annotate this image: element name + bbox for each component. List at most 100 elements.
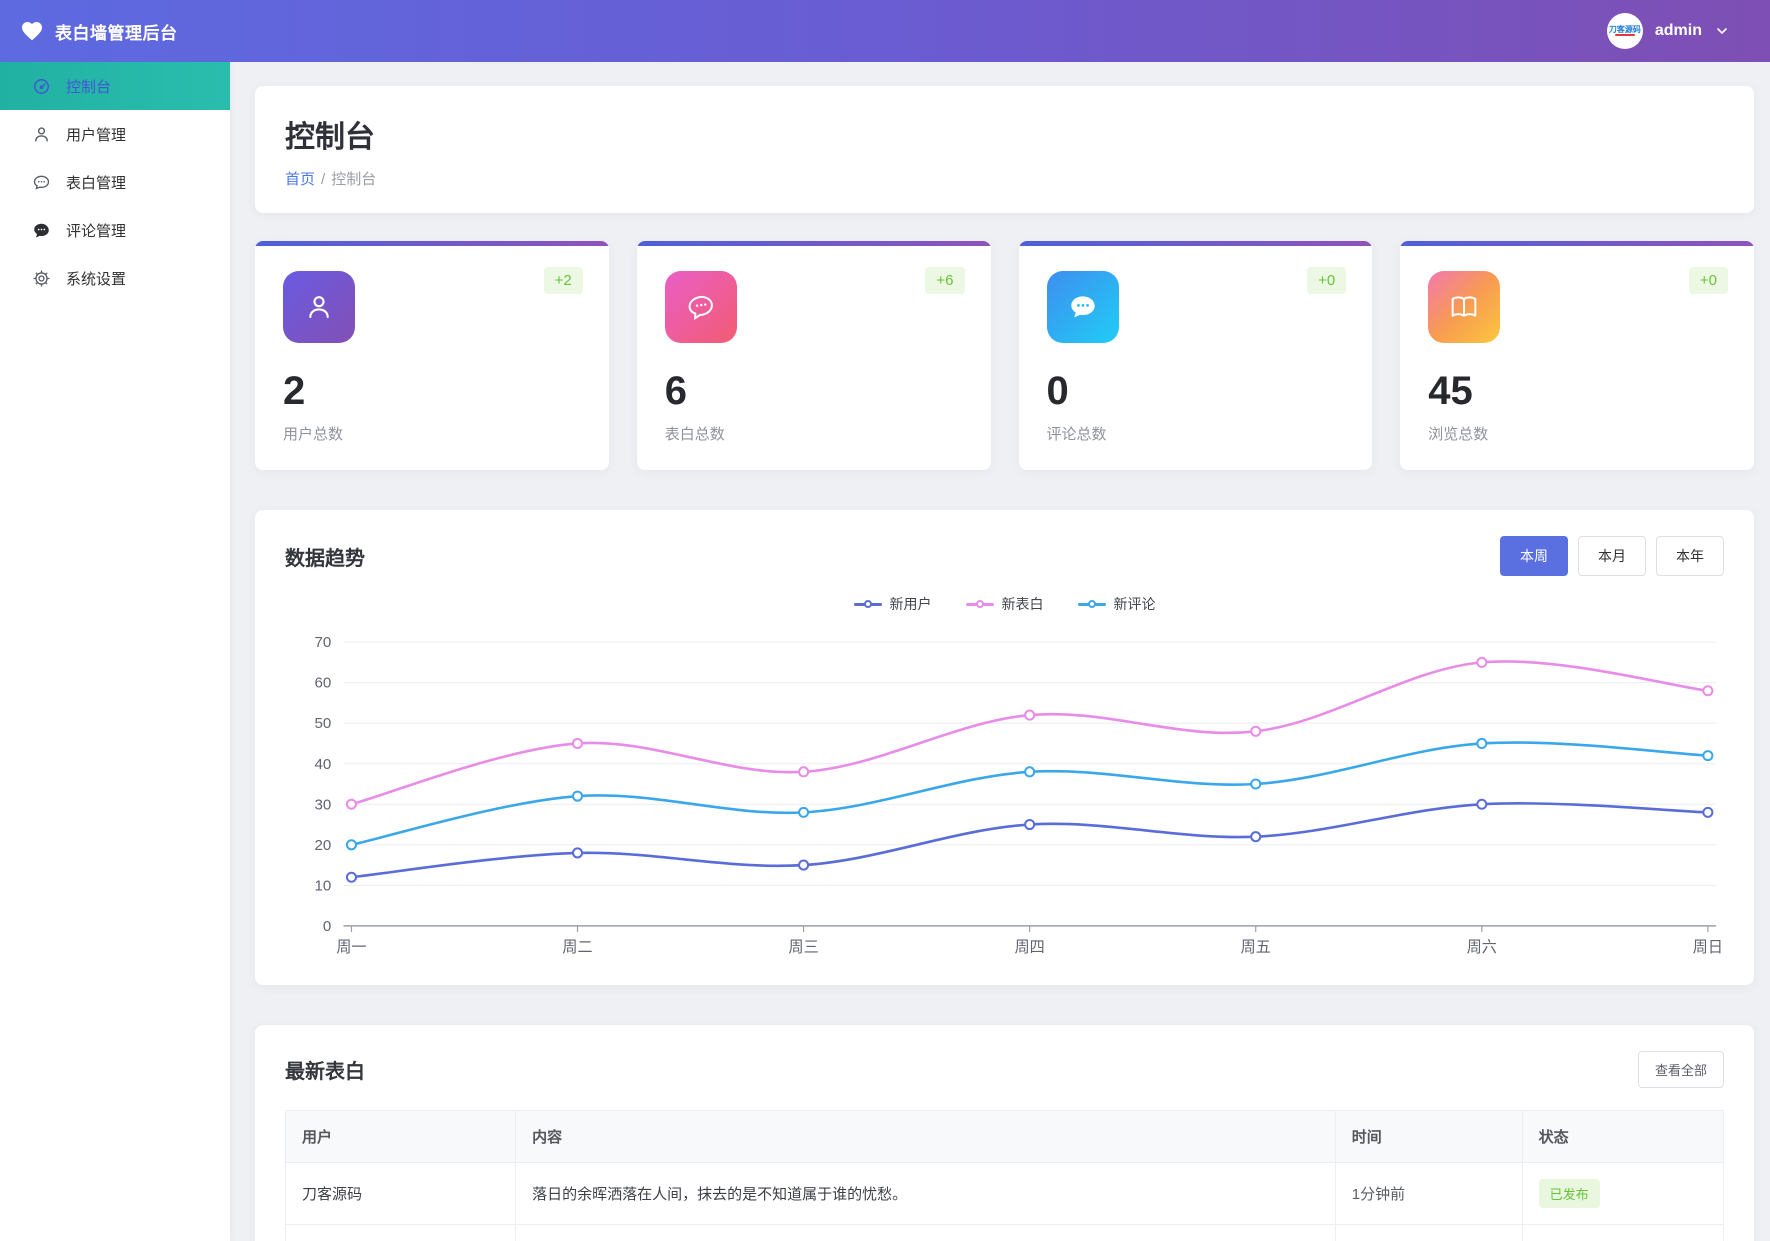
trend-line-chart: 0 10 20 30 40 50 60 70 周一 周二 周三 周四 周五 周六 周日 (315, 634, 1723, 956)
svg-text:周五: 周五 (1241, 939, 1271, 956)
svg-text:周三: 周三 (789, 939, 819, 956)
stat-card-views: +0 45 浏览总数 (1400, 241, 1754, 470)
stat-delta-badge: +0 (1688, 267, 1728, 294)
stat-label: 用户总数 (283, 426, 344, 443)
tab-this-year[interactable]: 本年 (1656, 536, 1724, 576)
heart-icon (22, 22, 42, 41)
settings-icon (32, 269, 51, 288)
stat-delta-badge: +0 (1307, 267, 1347, 294)
app-title: 表白墙管理后台 (55, 23, 178, 43)
svg-text:50: 50 (315, 715, 332, 732)
user-menu[interactable]: 刀客源码 admin (1606, 13, 1770, 49)
col-header-content: 内容 (515, 1110, 1336, 1164)
sidebar-item-dashboard[interactable]: 控制台 (0, 62, 230, 110)
stat-delta-badge: +6 (925, 267, 965, 294)
svg-text:70: 70 (315, 634, 332, 651)
sidebar-item-label: 系统设置 (66, 270, 127, 288)
legend-item-new-confessions[interactable]: 新表白 (965, 594, 1044, 614)
svg-text:周一: 周一 (336, 939, 366, 956)
view-all-button[interactable]: 查看全部 (1637, 1051, 1724, 1089)
legend-marker-icon (965, 600, 994, 608)
trend-card: 数据趋势 本周 本月 本年 新用户 新表白 新评论 0 10 20 30 40 50 60 7… (255, 510, 1754, 986)
status-cell: 已发布 (1521, 1162, 1725, 1226)
col-header-time: 时间 (1334, 1110, 1523, 1164)
col-header-user: 用户 (284, 1110, 517, 1164)
svg-text:周四: 周四 (1015, 939, 1045, 956)
legend-marker-icon (1077, 600, 1106, 608)
table-row: 刀客源码 落日的余晖洒落在人间，抹去的是不知道属于谁的忧愁。 1分钟前 已发布 (284, 1162, 1725, 1226)
content-cell: 万有引力可无法对坠入爱河的人负责。 (515, 1224, 1336, 1241)
stat-value: 0 (1046, 369, 1069, 413)
table-row: 刀客源码 万有引力可无法对坠入爱河的人负责。 4分钟前 已发布 (284, 1224, 1725, 1241)
chart-legend: 新用户 新表白 新评论 (285, 594, 1724, 614)
stat-delta-badge: +2 (543, 267, 583, 294)
tab-this-week[interactable]: 本周 (1500, 536, 1568, 576)
svg-text:60: 60 (315, 675, 332, 692)
avatar[interactable]: 刀客源码 (1606, 13, 1643, 49)
trend-title: 数据趋势 (285, 547, 365, 570)
sidebar-item-settings[interactable]: 系统设置 (0, 254, 230, 302)
dashboard-icon (32, 77, 51, 96)
svg-text:20: 20 (315, 837, 332, 854)
comment-stat-icon (1046, 271, 1119, 343)
status-badge: 已发布 (1538, 1179, 1600, 1209)
svg-text:周六: 周六 (1467, 939, 1497, 956)
stat-label: 浏览总数 (1428, 426, 1489, 443)
latest-confessions-card: 最新表白 查看全部 用户 内容 时间 状态 刀客源码 落日的余晖洒落在人间，抹去… (255, 1025, 1754, 1241)
table-title: 最新表白 (285, 1061, 365, 1084)
sidebar-item-users[interactable]: 用户管理 (0, 110, 230, 158)
svg-text:10: 10 (315, 877, 332, 894)
stat-value: 2 (283, 369, 306, 413)
svg-text:周日: 周日 (1693, 939, 1723, 956)
page-title: 控制台 (285, 121, 375, 154)
table-header-row: 用户 内容 时间 状态 (284, 1110, 1725, 1164)
stat-card-comments: +0 0 评论总数 (1018, 241, 1373, 470)
brand: 表白墙管理后台 (0, 19, 230, 44)
sidebar-item-label: 控制台 (66, 78, 112, 96)
tab-this-month[interactable]: 本月 (1578, 536, 1646, 576)
sidebar-item-comments[interactable]: 评论管理 (0, 206, 230, 254)
users-icon (32, 125, 51, 144)
trend-range-tabs: 本周 本月 本年 (1500, 536, 1724, 576)
col-header-status: 状态 (1521, 1110, 1725, 1164)
status-cell: 已发布 (1521, 1224, 1725, 1241)
heart-chat-icon (664, 271, 737, 343)
sidebar-item-confessions[interactable]: 表白管理 (0, 158, 230, 206)
svg-text:30: 30 (315, 796, 332, 813)
top-header: 表白墙管理后台 刀客源码 admin (0, 0, 1770, 62)
svg-text:40: 40 (315, 756, 332, 773)
stat-label: 表白总数 (664, 426, 725, 443)
chevron-down-icon (1717, 28, 1727, 34)
sidebar: 控制台 用户管理 表白管理 评论管理 (0, 62, 230, 1241)
user-cell: 刀客源码 (284, 1224, 517, 1241)
legend-marker-icon (853, 600, 882, 608)
stat-value: 6 (664, 369, 687, 413)
svg-text:周二: 周二 (562, 939, 592, 956)
page-header-card: 控制台 首页 / 控制台 (255, 86, 1754, 213)
sidebar-item-label: 表白管理 (66, 174, 127, 192)
sidebar-item-label: 评论管理 (66, 222, 127, 240)
stat-card-users: +2 2 用户总数 (255, 241, 609, 470)
comments-icon (32, 221, 51, 240)
content-cell: 落日的余晖洒落在人间，抹去的是不知道属于谁的忧愁。 (515, 1162, 1336, 1226)
sidebar-item-label: 用户管理 (66, 126, 127, 144)
user-cell: 刀客源码 (284, 1162, 517, 1226)
confession-icon (32, 173, 51, 192)
svg-text:0: 0 (323, 918, 331, 935)
legend-item-new-users[interactable]: 新用户 (853, 594, 932, 614)
time-cell: 1分钟前 (1334, 1162, 1523, 1226)
breadcrumb-current: 控制台 (331, 171, 377, 188)
stat-value: 45 (1428, 369, 1473, 413)
time-cell: 4分钟前 (1334, 1224, 1523, 1241)
breadcrumb: 首页 / 控制台 (285, 171, 377, 188)
book-stat-icon (1428, 271, 1501, 343)
main-content: 控制台 首页 / 控制台 +2 2 用户总数 +6 6 (230, 62, 1770, 1241)
stats-row: +2 2 用户总数 +6 6 表白总数 +0 0 (255, 241, 1754, 470)
stat-label: 评论总数 (1046, 426, 1107, 443)
user-stat-icon (283, 271, 355, 343)
stat-card-confessions: +6 6 表白总数 (636, 241, 991, 470)
legend-item-new-comments[interactable]: 新评论 (1077, 594, 1156, 614)
username: admin (1654, 22, 1702, 39)
breadcrumb-home-link[interactable]: 首页 (285, 171, 316, 188)
confessions-table: 用户 内容 时间 状态 刀客源码 落日的余晖洒落在人间，抹去的是不知道属于谁的忧… (284, 1110, 1725, 1241)
